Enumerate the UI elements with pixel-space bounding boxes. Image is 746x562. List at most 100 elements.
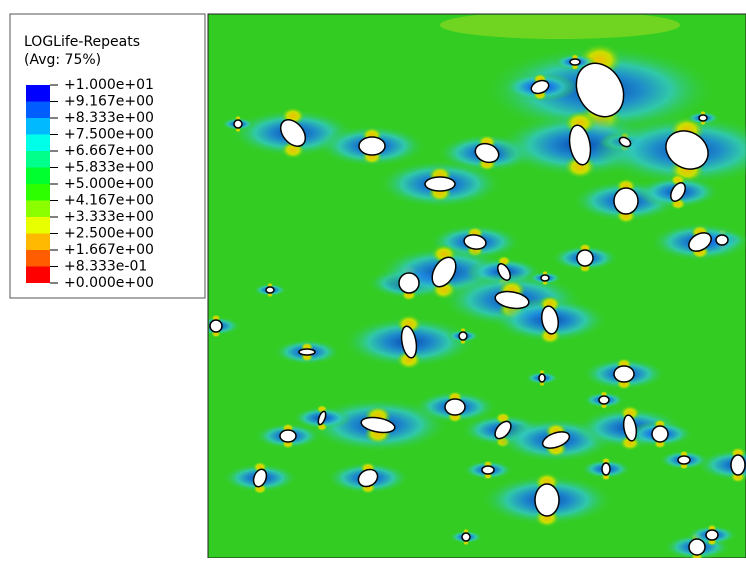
void <box>677 455 691 465</box>
warm-spot <box>234 127 242 133</box>
legend-swatch <box>26 101 50 118</box>
band <box>440 15 680 39</box>
legend-swatch <box>26 167 50 184</box>
warm-spot <box>266 292 274 298</box>
void <box>233 119 243 129</box>
void <box>688 538 706 556</box>
warm-spot <box>541 280 549 286</box>
void <box>569 58 581 66</box>
void <box>613 187 639 215</box>
warm-spot <box>234 115 242 121</box>
legend-label: +3.333e+00 <box>64 209 154 225</box>
legend-swatch <box>26 217 50 234</box>
void <box>494 290 530 310</box>
void <box>494 420 512 440</box>
legend-swatch <box>26 151 50 168</box>
legend-swatch <box>26 85 50 102</box>
legend-subtitle: (Avg: 75%) <box>24 52 101 68</box>
legend-swatch <box>26 184 50 201</box>
void <box>252 468 268 488</box>
void <box>265 286 275 294</box>
void <box>665 130 709 170</box>
legend-label: +1.667e+00 <box>64 242 154 258</box>
warm-spot <box>266 282 274 288</box>
void <box>688 232 712 252</box>
void <box>279 119 307 147</box>
warm-spot <box>538 369 546 375</box>
legend-label: +5.000e+00 <box>64 176 154 192</box>
legend-swatch <box>26 118 50 135</box>
void <box>209 319 223 333</box>
void <box>651 425 669 443</box>
void <box>400 325 418 359</box>
void <box>575 62 625 118</box>
void <box>670 182 686 202</box>
void <box>613 365 635 383</box>
legend-label: +2.500e+00 <box>64 226 154 242</box>
warm-spot <box>459 339 467 345</box>
legend-label: +4.167e+00 <box>64 193 154 209</box>
legend-label: +0.000e+00 <box>64 275 154 291</box>
void <box>698 114 708 122</box>
void <box>618 136 632 148</box>
warm-spot <box>459 327 467 333</box>
void <box>358 136 386 156</box>
void <box>424 176 456 192</box>
void <box>461 532 471 542</box>
void <box>705 529 719 541</box>
void <box>534 483 560 517</box>
void <box>279 429 297 443</box>
legend-swatch <box>26 233 50 250</box>
void <box>576 249 594 267</box>
warm-spot <box>601 457 611 465</box>
legend-label: +9.167e+00 <box>64 94 154 110</box>
void <box>538 373 546 383</box>
legend-swatch <box>26 134 50 151</box>
void <box>458 331 468 341</box>
legend-scale: +1.000e+01+9.167e+00+8.333e+00+7.500e+00… <box>26 77 154 291</box>
legend-label: +6.667e+00 <box>64 143 154 159</box>
warm-spot <box>601 473 611 481</box>
void <box>601 462 611 476</box>
void <box>530 79 550 95</box>
void <box>622 414 638 442</box>
warm-spot <box>541 270 549 276</box>
legend-swatch <box>26 250 50 267</box>
warm-spot <box>600 391 608 397</box>
void <box>715 234 729 246</box>
void <box>541 431 571 449</box>
void <box>398 272 420 294</box>
void <box>474 142 500 164</box>
warm-spot <box>462 540 470 546</box>
void <box>431 256 457 288</box>
void <box>497 263 511 281</box>
warm-spot <box>462 528 470 534</box>
void <box>481 465 495 475</box>
warm-spot <box>600 403 608 409</box>
void <box>540 274 550 282</box>
legend-label: +7.500e+00 <box>64 127 154 143</box>
warm-spot <box>699 110 707 116</box>
legend-label: +1.000e+01 <box>64 77 154 93</box>
void <box>598 395 610 405</box>
warm-spot <box>699 120 707 126</box>
legend-swatch <box>26 200 50 217</box>
void <box>444 398 466 416</box>
void <box>730 454 746 476</box>
legend-label: +8.333e-01 <box>64 259 147 275</box>
void <box>357 468 379 488</box>
void <box>463 234 487 250</box>
void <box>360 416 396 434</box>
void <box>541 305 559 335</box>
contour-field <box>209 15 746 558</box>
legend-swatch <box>26 266 50 283</box>
warm-spot <box>538 381 546 387</box>
legend-label: +5.833e+00 <box>64 160 154 176</box>
void <box>298 348 316 356</box>
legend-title: LOGLife-Repeats <box>24 34 140 50</box>
void <box>568 124 592 166</box>
legend-label: +8.333e+00 <box>64 110 154 126</box>
void <box>317 410 327 426</box>
